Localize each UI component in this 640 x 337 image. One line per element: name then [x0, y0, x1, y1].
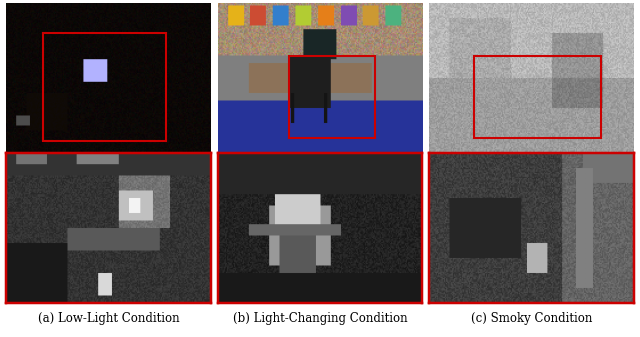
Bar	[474, 56, 601, 139]
Text: (a) Low-Light Condition: (a) Low-Light Condition	[38, 312, 180, 325]
Text: (c) Smoky Condition: (c) Smoky Condition	[470, 312, 592, 325]
Bar	[44, 33, 166, 141]
Bar	[289, 56, 375, 139]
Text: (b) Light-Changing Condition: (b) Light-Changing Condition	[233, 312, 407, 325]
